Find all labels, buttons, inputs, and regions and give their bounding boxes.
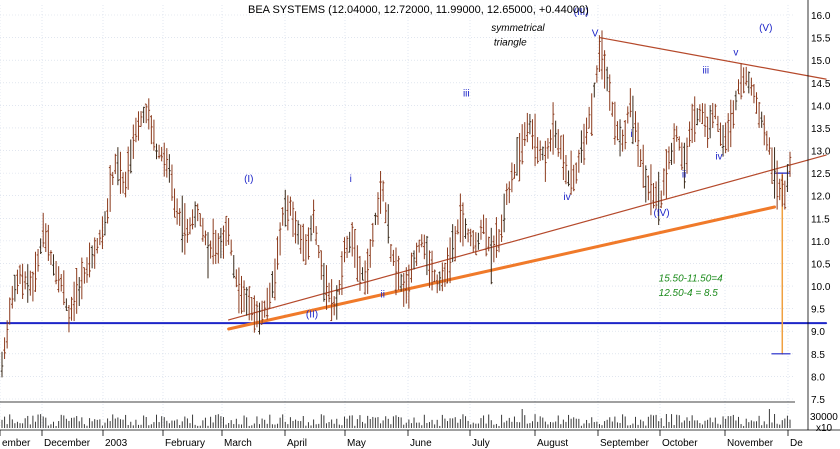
x-tick-label: December: [44, 438, 91, 449]
x-tick-label: ember: [2, 438, 31, 449]
y-tick-label: 11.0: [811, 237, 830, 248]
y-tick-label: 15.0: [811, 56, 831, 67]
annotation-label: 15.50-11.50=4: [659, 274, 723, 285]
y-tick-label: 13.0: [811, 147, 831, 158]
y-tick-label: 9.0: [811, 327, 825, 338]
x-tick-label: March: [224, 438, 252, 449]
annotation-label: triangle: [494, 37, 527, 48]
volume-unit-label: x10: [816, 423, 833, 434]
annotation-label: ii: [381, 289, 385, 300]
annotation-label: v: [733, 48, 738, 59]
x-tick-label: May: [347, 438, 366, 449]
volume-bars: [1, 409, 791, 428]
x-tick-label: October: [662, 438, 698, 449]
annotation-label: (IV): [654, 208, 670, 219]
annotation-label: iv: [715, 152, 722, 163]
annotation-label: V: [592, 29, 599, 40]
y-tick-label: 16.0: [811, 11, 831, 22]
x-tick-label: July: [472, 438, 490, 449]
x-tick-label: September: [600, 438, 650, 449]
price-bars: [0, 30, 792, 378]
y-tick-label: 8.5: [811, 350, 825, 361]
annotation-label: (III): [574, 7, 589, 18]
grid: [0, 5, 795, 428]
y-tick-label: 10.0: [811, 282, 831, 293]
x-tick-label: August: [537, 438, 568, 449]
y-tick-label: 13.5: [811, 124, 831, 135]
annotation-label: (V): [759, 23, 772, 34]
y-tick-label: 15.5: [811, 34, 831, 45]
y-tick-label: 9.5: [811, 305, 825, 316]
chart-title: BEA SYSTEMS (12.04000, 12.72000, 11.9900…: [248, 4, 589, 16]
annotation-label: (II): [306, 310, 318, 321]
annotation-label: 12.50-4 = 8.5: [659, 288, 719, 299]
x-tick-label: June: [410, 438, 432, 449]
annotation-label: symmetrical: [491, 23, 545, 34]
x-tick-label: November: [727, 438, 774, 449]
y-tick-label: 14.0: [811, 101, 831, 112]
y-tick-label: 12.5: [811, 169, 831, 180]
y-tick-label: 10.5: [811, 259, 831, 270]
annotation-label: i: [350, 174, 352, 185]
trend-support-orange: [227, 205, 777, 331]
annotation-label: ii: [682, 170, 686, 181]
annotations: (III)symmetricaltriangleVv(V)iiiiiiii(I)…: [244, 7, 772, 321]
triangle-lower: [228, 154, 827, 321]
annotation-label: iii: [702, 66, 709, 77]
volume-tick-label: 30000: [810, 412, 838, 423]
y-tick-label: 14.5: [811, 79, 831, 90]
y-tick-label: 11.5: [811, 214, 830, 225]
y-tick-label: 7.5: [811, 395, 825, 406]
x-tick-label: February: [165, 438, 205, 449]
annotation-label: iii: [463, 88, 470, 99]
x-tick-label: De: [790, 438, 803, 449]
annotation-label: i: [630, 129, 632, 140]
x-tick-label: 2003: [105, 438, 128, 449]
y-tick-label: 12.0: [811, 192, 831, 203]
annotation-label: (I): [244, 174, 253, 185]
triangle-upper: [598, 36, 827, 80]
y-tick-label: 8.0: [811, 372, 825, 383]
x-tick-label: April: [287, 438, 307, 449]
annotation-label: iv: [563, 192, 570, 203]
